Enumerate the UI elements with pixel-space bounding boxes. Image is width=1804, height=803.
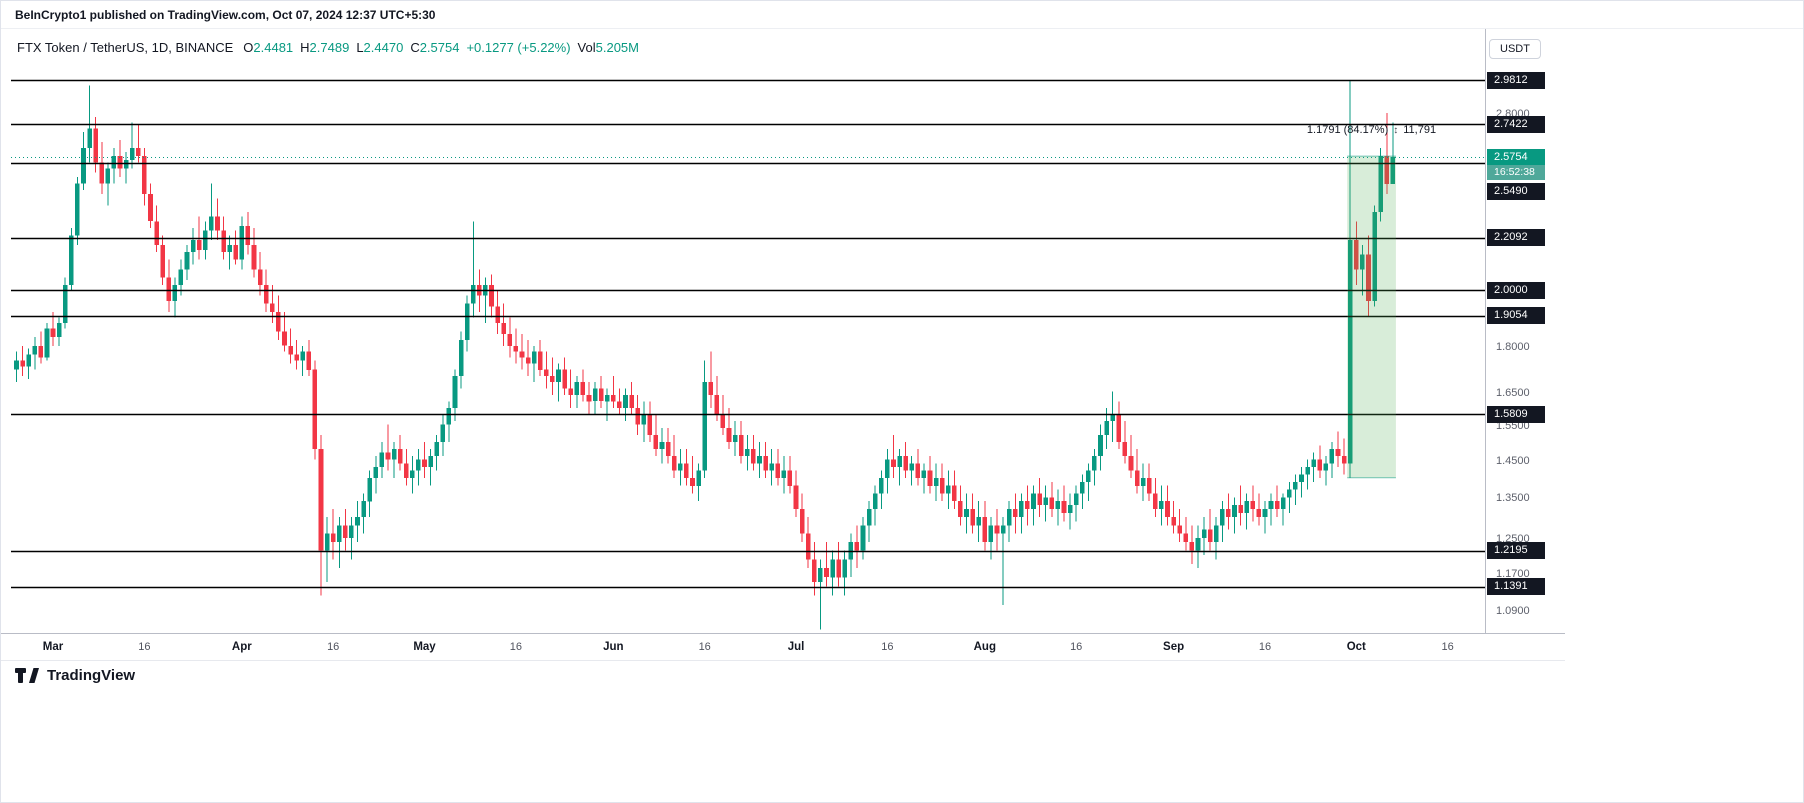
high-value: 2.7489 bbox=[309, 40, 350, 55]
currency-toggle[interactable]: USDT bbox=[1489, 39, 1541, 59]
close-value: 2.5754 bbox=[419, 40, 460, 55]
price-axis-label: 1.2500 bbox=[1496, 532, 1530, 545]
time-axis[interactable]: Mar 16 Apr 16 May 16 Jun 16 Jul 16 Aug 16 Sep 16 Oct 16 bbox=[1, 633, 1565, 661]
open-label: O bbox=[243, 40, 254, 55]
price-level-label: 2.5490 bbox=[1487, 182, 1545, 200]
price-axis[interactable]: 2.8000 1.8000 1.6500 1.5500 1.4500 1.3500 1.25… bbox=[1485, 1, 1585, 661]
time-axis-label: 16 bbox=[1441, 641, 1454, 653]
measure-tool-icon: ↕ bbox=[1393, 124, 1399, 136]
price-level-label: 2.7422 bbox=[1487, 115, 1545, 133]
price-level-label: 2.0000 bbox=[1487, 281, 1545, 299]
measure-extra-value: 11,791 bbox=[1403, 124, 1437, 136]
candlestick-series bbox=[14, 80, 1396, 630]
time-axis-label: 16 bbox=[1258, 641, 1272, 653]
horizontal-level-lines[interactable] bbox=[11, 79, 1485, 589]
price-axis-label: 1.0900 bbox=[1496, 605, 1530, 617]
bar-close-countdown: 16:52:38 bbox=[1487, 165, 1545, 181]
time-axis-label: May bbox=[413, 641, 436, 653]
volume-label: Vol bbox=[577, 40, 596, 55]
volume-value: 5.205M bbox=[595, 40, 639, 55]
time-axis-label: Oct bbox=[1346, 641, 1366, 653]
low-label: L bbox=[356, 40, 364, 55]
symbol-legend: FTX Token / TetherUS, 1D, BINANCE O2.448… bbox=[17, 40, 639, 55]
tradingview-attribution[interactable]: TradingView bbox=[15, 667, 135, 684]
low-value: 2.4470 bbox=[363, 40, 404, 55]
time-axis-label: Sep bbox=[1163, 641, 1185, 653]
measure-annotation: 1.1791 (84.17%) ↕ 11,791 bbox=[1307, 124, 1436, 136]
close-label: C bbox=[410, 40, 420, 55]
ohlc-readout: O2.4481 H2.7489 L2.4470 C2.5754 +0.1277 … bbox=[243, 40, 639, 55]
price-level-label: 2.2092 bbox=[1487, 229, 1545, 247]
price-level-label: 1.9054 bbox=[1487, 307, 1545, 325]
current-price-label: 2.5754 bbox=[1487, 148, 1545, 166]
price-axis-label: 1.6500 bbox=[1496, 386, 1530, 399]
high-label: H bbox=[300, 40, 310, 55]
price-axis-label: 1.1700 bbox=[1496, 567, 1530, 580]
price-level-label: 2.9812 bbox=[1487, 71, 1545, 89]
price-range-box[interactable] bbox=[1347, 155, 1396, 479]
tradingview-logo-icon bbox=[15, 668, 39, 683]
time-axis-label: 16 bbox=[327, 641, 340, 653]
tradingview-attribution-text: TradingView bbox=[47, 667, 136, 684]
time-axis-label: 16 bbox=[698, 641, 711, 653]
price-axis-divider bbox=[1485, 29, 1486, 661]
symbol-title[interactable]: FTX Token / TetherUS, 1D, BINANCE bbox=[17, 40, 234, 55]
price-axis-label: 1.4500 bbox=[1496, 454, 1530, 467]
time-axis-label: 16 bbox=[138, 641, 151, 653]
open-value: 2.4481 bbox=[253, 40, 294, 55]
measure-price-delta: 1.1791 (84.17%) bbox=[1306, 124, 1389, 136]
price-axis-label: 1.8000 bbox=[1496, 340, 1530, 353]
price-level-label: 1.1391 bbox=[1487, 578, 1545, 596]
time-axis-label: Mar bbox=[42, 641, 64, 653]
time-axis-label: 16 bbox=[1070, 641, 1083, 653]
time-axis-label: Jun bbox=[603, 641, 624, 653]
publish-bar-text: BeInCrypto1 published on TradingView.com… bbox=[15, 7, 436, 22]
price-level-label: 1.5809 bbox=[1487, 405, 1545, 423]
time-axis-label: Aug bbox=[973, 641, 996, 653]
change-value: +0.1277 (+5.22%) bbox=[466, 40, 571, 55]
time-axis-label: Apr bbox=[231, 641, 252, 653]
time-axis-label: 16 bbox=[509, 641, 523, 653]
price-level-label: 1.2195 bbox=[1487, 542, 1545, 560]
time-axis-label: 16 bbox=[881, 641, 894, 653]
price-axis-label: 1.3500 bbox=[1496, 492, 1530, 505]
publish-bar: BeInCrypto1 published on TradingView.com… bbox=[1, 1, 1803, 29]
time-axis-label: Jul bbox=[787, 641, 805, 653]
